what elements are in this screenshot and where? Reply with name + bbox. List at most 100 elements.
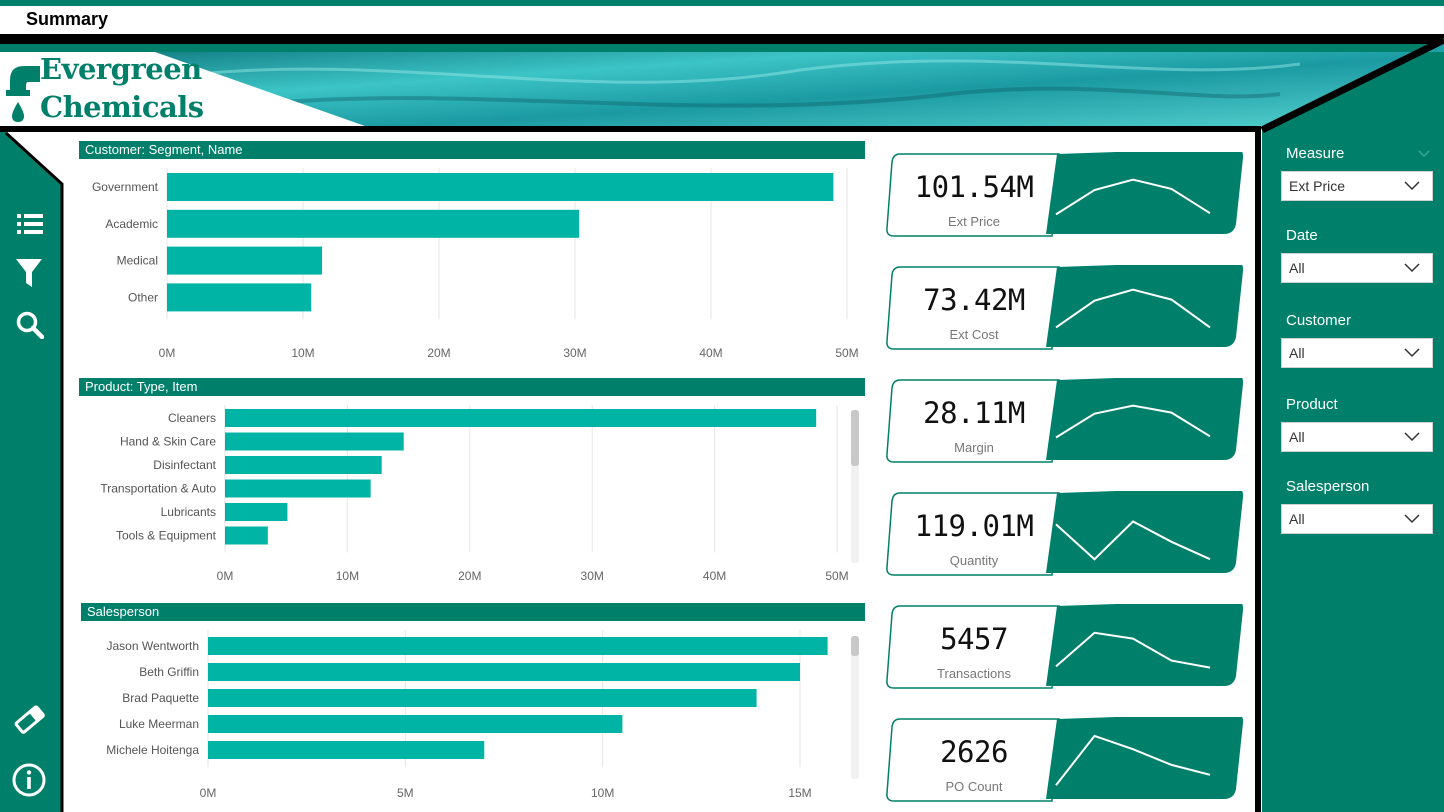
x-tick-label: 10M [591, 786, 614, 800]
product-bar[interactable] [225, 526, 268, 545]
customer-dropdown[interactable]: All [1281, 338, 1433, 368]
kpi-card-shape [886, 491, 1244, 576]
product-bar[interactable] [225, 456, 382, 474]
kpi-label: PO Count [945, 779, 1003, 794]
category-label: Brad Paquette [122, 691, 199, 705]
filter-label-customer: Customer [1286, 312, 1352, 329]
chevron-down-icon[interactable] [1418, 150, 1430, 158]
kpi-label: Quantity [949, 553, 999, 568]
kpi-card[interactable]: 5457 Transactions [884, 604, 1246, 694]
measure-value: Ext Price [1289, 178, 1346, 194]
kpi-label: Margin [954, 440, 994, 455]
category-label: Michele Hoitenga [106, 743, 199, 757]
x-tick-label: 10M [291, 346, 314, 360]
chevron-down-icon [1404, 348, 1420, 358]
kpi-card[interactable]: 73.42M Ext Cost [884, 265, 1246, 355]
measure-dropdown[interactable]: Ext Price [1281, 171, 1433, 201]
kpi-card-shape [886, 717, 1244, 802]
salesperson-chart-scrollbar[interactable] [851, 636, 859, 779]
kpi-card-shape [886, 265, 1244, 350]
x-tick-label: 5M [397, 786, 414, 800]
category-label: Government [92, 180, 159, 194]
filter-label-product: Product [1286, 396, 1338, 413]
filter-label-salesperson: Salesperson [1286, 478, 1370, 495]
filter-label-measure: Measure [1286, 145, 1345, 162]
salesperson-bar[interactable] [208, 637, 828, 655]
product-bar[interactable] [225, 432, 404, 451]
product-chart-scrollbar[interactable] [851, 410, 859, 563]
salesperson-bar[interactable] [208, 715, 623, 733]
logo-backdrop [0, 52, 365, 126]
salesperson-bar[interactable] [208, 663, 800, 681]
eraser-icon [14, 705, 45, 734]
product-value: All [1289, 429, 1305, 445]
kpi-card-shape [886, 604, 1244, 689]
info-icon [12, 763, 46, 797]
customer-bar[interactable] [167, 246, 323, 275]
date-value: All [1289, 260, 1305, 276]
salesperson-bar[interactable] [208, 689, 757, 707]
filter-label-date: Date [1286, 227, 1318, 244]
x-tick-label: 20M [427, 346, 450, 360]
nav-info-button[interactable] [11, 762, 47, 802]
salesperson-bar-chart: 0M 5M 10M 15M Jason Wentworth Beth Griffin Bra… [106, 630, 828, 800]
kpi-card[interactable]: 2626 PO Count [884, 717, 1246, 807]
nav-clear-button[interactable] [12, 702, 48, 742]
kpi-card[interactable]: 28.11M Margin [884, 378, 1246, 468]
filter-icon [16, 259, 42, 287]
kpi-label: Ext Price [947, 214, 1000, 229]
customer-bar[interactable] [167, 283, 312, 312]
kpi-value: 101.54M [914, 170, 1034, 204]
category-label: Transportation & Auto [100, 482, 216, 496]
x-tick-label: 40M [703, 569, 726, 583]
category-label: Lubricants [161, 505, 216, 519]
chevron-down-icon [1404, 181, 1420, 191]
customer-bar[interactable] [167, 173, 834, 201]
kpi-value: 119.01M [914, 509, 1034, 543]
product-bar[interactable] [225, 503, 288, 521]
kpi-sparkline [1055, 631, 1211, 669]
x-tick-label: 0M [200, 786, 217, 800]
x-tick-label: 10M [336, 569, 359, 583]
title-accent-line [0, 0, 1444, 6]
nav-filter-button[interactable] [16, 259, 42, 293]
nav-search-button[interactable] [16, 311, 45, 343]
kpi-label: Ext Cost [949, 327, 999, 342]
logo-text-line1: Evergreen [40, 52, 202, 86]
category-label: Jason Wentworth [107, 639, 200, 653]
category-label: Cleaners [168, 411, 216, 425]
chevron-down-icon [1404, 514, 1420, 524]
salesperson-value: All [1289, 511, 1305, 527]
product-bar[interactable] [225, 479, 371, 498]
product-bar-chart: 0M 10M 20M 30M 40M 50M Cleaners Hand & Skin Car… [100, 405, 849, 583]
customer-chart-title: Customer: Segment, Name [79, 141, 865, 159]
salesperson-bar[interactable] [208, 741, 485, 759]
chevron-down-icon [1404, 432, 1420, 442]
category-label: Hand & Skin Care [120, 435, 216, 449]
x-tick-label: 30M [563, 346, 586, 360]
kpi-card[interactable]: 101.54M Ext Price [884, 152, 1246, 242]
category-label: Other [128, 290, 158, 304]
kpi-card-shape [886, 378, 1244, 463]
kpi-label: Transactions [937, 666, 1011, 681]
search-icon [16, 311, 45, 340]
x-tick-label: 50M [825, 569, 848, 583]
page-title: Summary [26, 9, 109, 29]
product-bar[interactable] [225, 409, 817, 427]
customer-value: All [1289, 345, 1305, 361]
kpi-sparkline [1055, 520, 1211, 561]
salesperson-dropdown[interactable]: All [1281, 504, 1433, 534]
logo-text-line2: Chemicals [40, 90, 204, 124]
category-label: Medical [117, 254, 158, 268]
pipe-drop-icon [6, 66, 40, 122]
scrollbar-thumb[interactable] [851, 410, 859, 466]
product-chart-title: Product: Type, Item [79, 378, 865, 396]
list-icon [17, 214, 43, 234]
date-dropdown[interactable]: All [1281, 253, 1433, 283]
kpi-card[interactable]: 119.01M Quantity [884, 491, 1246, 581]
nav-list-button[interactable] [17, 213, 43, 239]
kpi-sparkline [1055, 178, 1211, 216]
customer-bar[interactable] [167, 209, 580, 238]
product-dropdown[interactable]: All [1281, 422, 1433, 452]
scrollbar-thumb[interactable] [851, 636, 859, 656]
